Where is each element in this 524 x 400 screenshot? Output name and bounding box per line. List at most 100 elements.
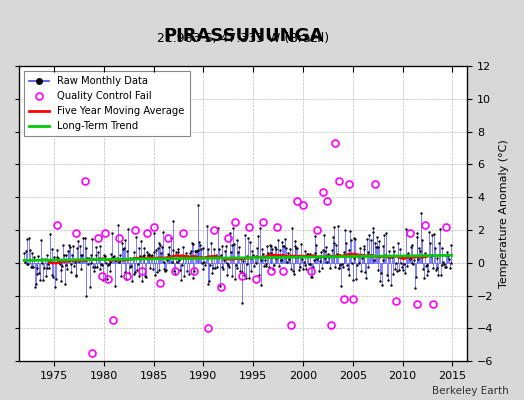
Point [57, 277, 65, 284]
Point [103, 276, 111, 282]
Point [400, 260, 408, 267]
Point [81, 293, 90, 299]
Point [332, 241, 340, 248]
Point [205, 278, 213, 284]
Point [319, 246, 327, 253]
Point [85, 284, 94, 290]
Point [266, 242, 274, 248]
Point [114, 222, 122, 228]
Point [391, 266, 399, 272]
Point [378, 282, 386, 288]
Point [310, 250, 319, 256]
Point [232, 237, 241, 244]
Point [446, 260, 455, 267]
Point [40, 264, 48, 271]
Point [43, 265, 51, 272]
Point [314, 268, 323, 274]
Point [445, 265, 454, 271]
Point [414, 256, 422, 262]
Point [311, 233, 320, 240]
Point [123, 248, 131, 254]
Point [177, 276, 185, 283]
Point [137, 238, 145, 244]
Point [231, 276, 239, 282]
Point [46, 231, 54, 238]
Point [44, 261, 52, 267]
Point [404, 250, 412, 256]
Point [443, 248, 452, 255]
Point [316, 258, 324, 264]
Point [196, 242, 204, 248]
Point [413, 230, 422, 236]
Point [290, 238, 299, 244]
Point [285, 256, 293, 262]
Point [41, 256, 49, 262]
Point [352, 276, 360, 282]
Point [129, 271, 138, 277]
Point [162, 256, 171, 263]
Point [187, 248, 195, 254]
Point [90, 268, 98, 274]
Point [63, 266, 71, 272]
Point [189, 240, 197, 247]
Point [225, 264, 233, 270]
Point [82, 245, 91, 251]
Point [134, 260, 142, 267]
Point [212, 252, 220, 258]
Point [322, 244, 330, 250]
Point [61, 281, 69, 288]
Point [314, 254, 322, 260]
Legend: Raw Monthly Data, Quality Control Fail, Five Year Moving Average, Long-Term Tren: Raw Monthly Data, Quality Control Fail, … [24, 71, 190, 136]
Point [435, 239, 443, 246]
Point [418, 254, 427, 261]
Point [142, 274, 150, 280]
Point [48, 245, 57, 252]
Point [172, 258, 181, 265]
Point [66, 244, 74, 250]
Point [390, 248, 398, 254]
Point [145, 251, 154, 257]
Point [84, 261, 92, 267]
Point [206, 240, 215, 246]
Point [318, 265, 326, 272]
Point [113, 255, 121, 262]
Point [23, 236, 31, 242]
Point [286, 253, 294, 259]
Point [425, 229, 433, 235]
Point [377, 270, 385, 276]
Point [139, 252, 148, 258]
Point [34, 253, 42, 259]
Point [363, 235, 371, 242]
Point [418, 237, 426, 243]
Point [445, 256, 453, 262]
Point [163, 251, 172, 257]
Point [423, 262, 432, 268]
Point [433, 264, 442, 271]
Point [24, 260, 32, 267]
Point [168, 259, 176, 266]
Point [213, 264, 222, 270]
Point [29, 264, 37, 270]
Point [412, 234, 421, 240]
Point [67, 261, 75, 267]
Point [115, 252, 124, 258]
Point [387, 282, 395, 288]
Point [202, 223, 211, 229]
Point [182, 250, 190, 256]
Point [378, 257, 387, 263]
Point [334, 223, 342, 229]
Point [256, 225, 264, 231]
Point [385, 248, 394, 254]
Point [250, 254, 259, 260]
Point [201, 262, 209, 268]
Point [185, 271, 193, 278]
Point [199, 266, 208, 272]
Point [431, 245, 439, 251]
Point [356, 244, 364, 251]
Point [441, 264, 449, 271]
Point [229, 225, 237, 232]
Point [381, 230, 390, 237]
Point [308, 274, 316, 280]
Point [334, 265, 343, 271]
Point [287, 266, 296, 272]
